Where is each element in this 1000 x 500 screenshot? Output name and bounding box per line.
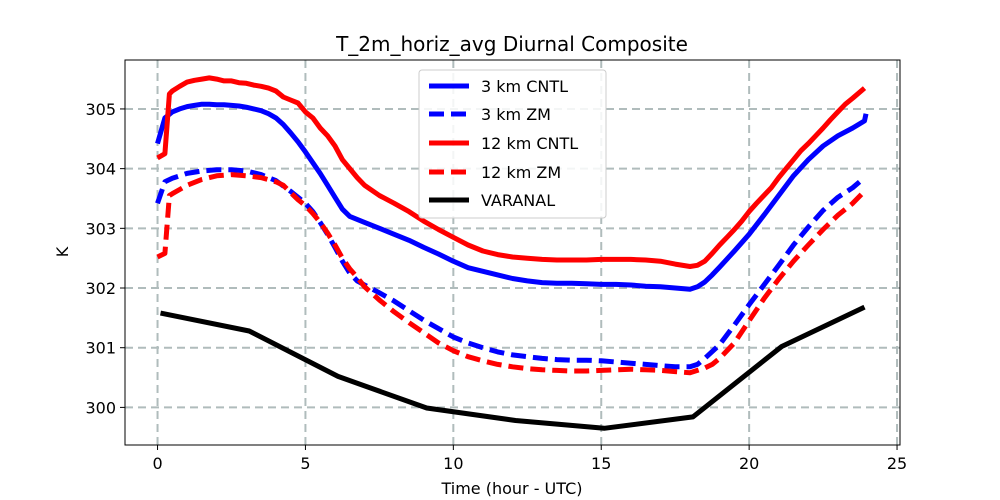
- y-tick-label: 304: [85, 160, 116, 179]
- series-line-varanal: [160, 304, 866, 431]
- y-axis-label: K: [53, 246, 72, 257]
- legend-box: [418, 69, 607, 219]
- x-tick-label: 10: [443, 454, 463, 473]
- x-axis-label: Time (hour - UTC): [440, 479, 582, 498]
- chart-title: T_2m_horiz_avg Diurnal Composite: [335, 32, 688, 56]
- series-line-3-km-zm: [155, 167, 867, 370]
- y-tick-label: 303: [85, 219, 116, 238]
- series-line-12-km-cntl: [156, 75, 867, 269]
- y-tick-label: 301: [85, 339, 116, 358]
- y-tick-label: 300: [85, 398, 116, 417]
- legend-label-varanal: VARANAL: [481, 191, 555, 210]
- legend: 3 km CNTL 3 km ZM 12 km CNTL 12 km ZM VA…: [418, 69, 607, 219]
- x-tick-label: 0: [152, 454, 162, 473]
- legend-label-12km-zm: 12 km ZM: [481, 163, 561, 182]
- x-tick-label: 25: [887, 454, 907, 473]
- series-line-3-km-cntl: [155, 101, 869, 292]
- plot-frame: [124, 59, 901, 446]
- series-line-12-km-zm: [156, 172, 867, 376]
- y-tick-label: 302: [85, 279, 116, 298]
- y-tick-label: 305: [85, 100, 116, 119]
- axis-ticks: 0 5 10 15 20 25 300 301 302 303 304 305: [85, 100, 907, 473]
- series-group: [155, 75, 869, 431]
- x-tick-label: 5: [300, 454, 310, 473]
- x-tick-label: 20: [739, 454, 759, 473]
- x-tick-label: 15: [591, 454, 611, 473]
- legend-label-3km-zm: 3 km ZM: [481, 105, 551, 124]
- legend-label-3km-cntl: 3 km CNTL: [481, 77, 568, 96]
- legend-label-12km-cntl: 12 km CNTL: [481, 134, 578, 153]
